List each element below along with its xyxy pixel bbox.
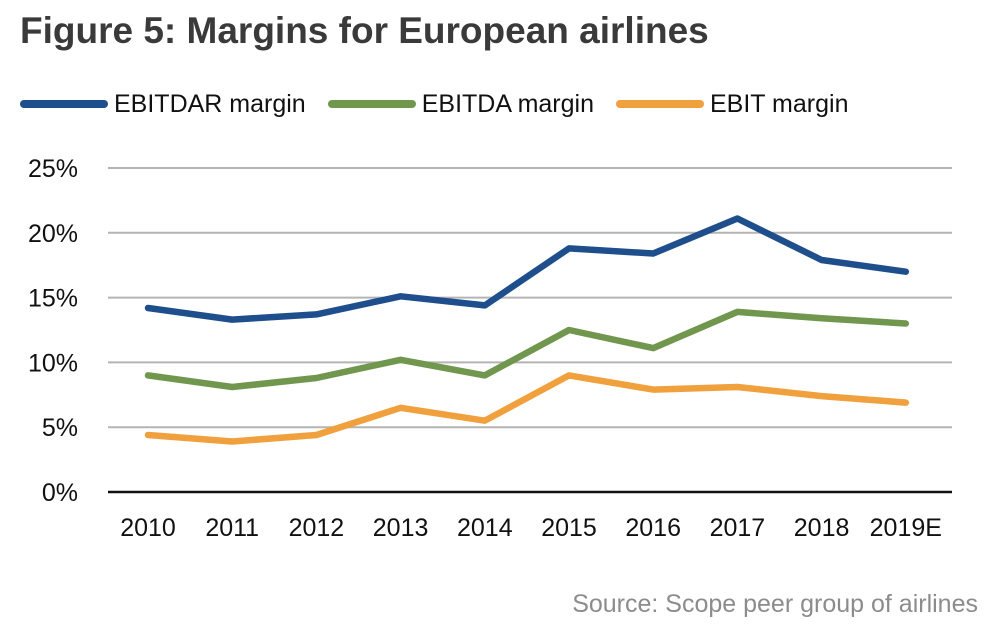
x-tick-label: 2010 — [120, 514, 176, 542]
legend-label-ebitda: EBITDA margin — [421, 89, 594, 118]
y-tick-label: 20% — [28, 220, 78, 248]
legend-item-ebitda: EBITDA margin — [327, 89, 594, 119]
x-tick-label: 2016 — [625, 514, 681, 542]
legend-swatch-ebitda — [327, 100, 416, 108]
y-tick-label: 25% — [28, 155, 78, 183]
legend-label-ebit: EBIT margin — [710, 89, 849, 118]
y-tick-label: 5% — [42, 414, 78, 442]
source-note: Source: Scope peer group of airlines — [572, 590, 978, 618]
y-tick-label: 0% — [42, 479, 78, 507]
y-tick-label: 10% — [28, 349, 78, 377]
x-tick-label: 2017 — [710, 514, 766, 542]
legend-item-ebit: EBIT margin — [616, 90, 848, 119]
series-line-2 — [144, 372, 910, 445]
x-tick-label: 2015 — [541, 514, 597, 542]
x-tick-label: 2012 — [289, 514, 345, 542]
legend-swatch-ebitdar — [20, 100, 108, 108]
legend-item-ebitdar: EBITDAR margin — [20, 90, 306, 119]
x-tick-label: 2014 — [457, 514, 513, 542]
x-tick-label: 2011 — [205, 514, 259, 542]
x-tick-label: 2018 — [794, 514, 850, 542]
series-line-1 — [144, 308, 910, 391]
chart-title: Figure 5: Margins for European airlines — [20, 10, 709, 51]
x-tick-label: 2019E — [870, 514, 942, 542]
y-tick-label: 15% — [28, 285, 78, 313]
legend-swatch-ebit — [616, 100, 704, 108]
legend-label-ebitdar: EBITDAR margin — [114, 89, 306, 118]
x-tick-label: 2013 — [373, 514, 429, 542]
series-line-0 — [144, 215, 910, 323]
chart-legend: EBITDAR margin EBITDA margin EBIT margin — [20, 84, 870, 124]
